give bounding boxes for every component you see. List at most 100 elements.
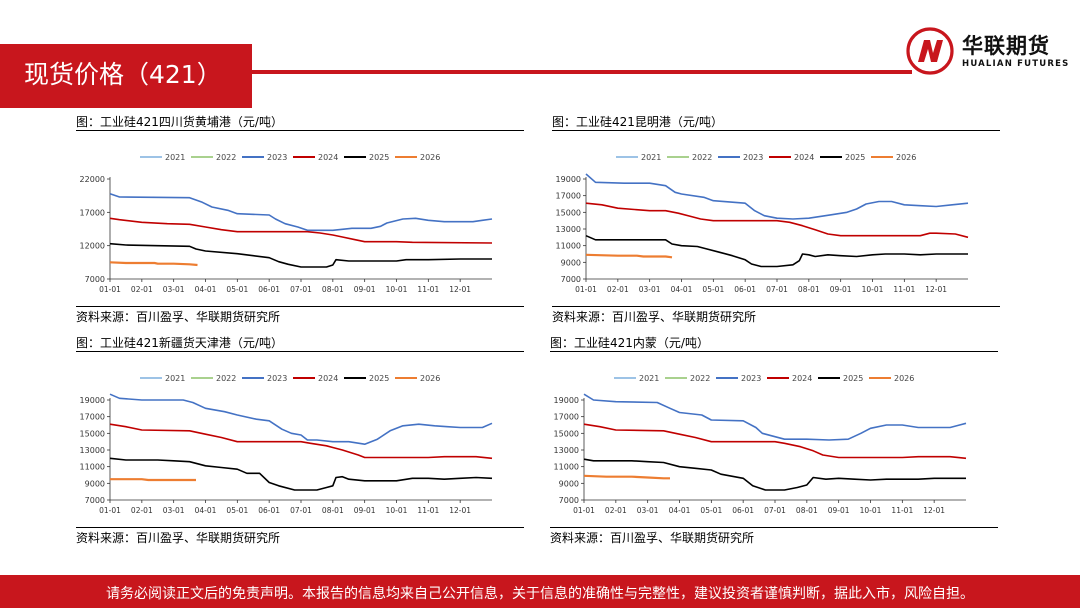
legend-label-2022: 2022	[216, 374, 236, 383]
series-line-2026	[109, 261, 198, 267]
legend-label-2026: 2026	[420, 153, 440, 162]
x-tick-label: 03-01	[163, 285, 185, 294]
chart-title: 图：工业硅421新疆货天津港（元/吨）	[76, 336, 283, 350]
series-line-2023	[109, 192, 493, 232]
title-underline	[550, 351, 998, 352]
x-tick-label: 12-01	[925, 285, 947, 294]
line-chart: 2021 2022 2023 2024 2025 2026 7000 9000 11000 130…	[80, 374, 493, 515]
y-tick-label: 11000	[556, 242, 581, 251]
y-tick-label: 13000	[554, 446, 579, 455]
chart-source: 资料来源：百川盈孚、华联期货研究所	[552, 310, 757, 324]
source-rule	[76, 306, 524, 307]
x-tick-label: 03-01	[639, 285, 661, 294]
x-tick-label: 01-01	[99, 506, 121, 515]
legend-label-2026: 2026	[896, 153, 916, 162]
line-chart: 2021 2022 2023 2024 2025 2026 7000 9000 11000 130…	[554, 374, 967, 515]
series-line-2023	[585, 173, 969, 220]
x-tick-label: 06-01	[732, 506, 754, 515]
legend-label-2025: 2025	[369, 374, 389, 383]
x-tick-label: 11-01	[417, 506, 439, 515]
x-tick-label: 07-01	[766, 285, 788, 294]
title-rule	[252, 70, 912, 74]
x-tick-label: 07-01	[290, 506, 312, 515]
x-tick-label: 11-01	[893, 285, 915, 294]
page-title: 现货价格（421）	[24, 60, 222, 89]
legend-label-2021: 2021	[165, 153, 185, 162]
y-tick-label: 9000	[85, 479, 105, 488]
y-tick-label: 7000	[85, 275, 105, 284]
y-tick-label: 11000	[80, 463, 105, 472]
y-tick-label: 9000	[559, 479, 579, 488]
line-chart: 2021 2022 2023 2024 2025 2026 7000 9000 11000 130…	[556, 153, 969, 294]
series-line-2025	[585, 234, 968, 268]
x-tick-label: 02-01	[605, 506, 627, 515]
x-tick-label: 10-01	[860, 506, 882, 515]
legend-label-2025: 2025	[845, 153, 865, 162]
footer-bar: 请务必阅读正文后的免责声明。本报告的信息均来自己公开信息，关于信息的准确性与完整…	[0, 575, 1080, 608]
legend-label-2022: 2022	[690, 374, 710, 383]
chart-panel-2: 图：工业硅421昆明港（元/吨） 2021 2022 2023 2024 2025 202…	[552, 115, 1000, 325]
legend-label-2024: 2024	[794, 153, 814, 162]
legend-label-2026: 2026	[420, 374, 440, 383]
legend-label-2022: 2022	[692, 153, 712, 162]
x-tick-label: 09-01	[830, 285, 852, 294]
x-tick-label: 01-01	[573, 506, 595, 515]
x-tick-label: 12-01	[923, 506, 945, 515]
legend-label-2021: 2021	[639, 374, 659, 383]
legend-label-2023: 2023	[743, 153, 763, 162]
series-line-2023	[583, 393, 967, 441]
series-line-2024	[583, 423, 967, 460]
title-underline	[76, 130, 524, 131]
chart-title: 图：工业硅421内蒙（元/吨）	[550, 336, 709, 350]
x-tick-label: 10-01	[862, 285, 884, 294]
x-tick-label: 07-01	[290, 285, 312, 294]
y-tick-label: 13000	[556, 225, 581, 234]
x-tick-label: 03-01	[637, 506, 659, 515]
legend-label-2023: 2023	[267, 374, 287, 383]
series-line-2025	[109, 242, 492, 268]
chart-source: 资料来源：百川盈孚、华联期货研究所	[76, 310, 281, 324]
x-tick-label: 07-01	[764, 506, 786, 515]
x-tick-label: 04-01	[671, 285, 693, 294]
series-line-2024	[109, 423, 493, 460]
legend-label-2022: 2022	[216, 153, 236, 162]
x-tick-label: 11-01	[891, 506, 913, 515]
x-tick-label: 06-01	[734, 285, 756, 294]
y-tick-label: 17000	[80, 208, 105, 217]
x-tick-label: 01-01	[575, 285, 597, 294]
title-underline	[552, 130, 1000, 131]
series-line-2026	[585, 253, 673, 259]
x-tick-label: 10-01	[386, 506, 408, 515]
source-rule	[552, 306, 1000, 307]
x-tick-label: 08-01	[796, 506, 818, 515]
x-tick-label: 01-01	[99, 285, 121, 294]
legend-label-2021: 2021	[165, 374, 185, 383]
x-tick-label: 03-01	[163, 506, 185, 515]
x-tick-label: 08-01	[322, 285, 344, 294]
hualian-logo-icon	[906, 27, 954, 75]
y-tick-label: 11000	[554, 463, 579, 472]
y-tick-label: 19000	[554, 396, 579, 405]
x-tick-label: 09-01	[354, 285, 376, 294]
chart-panel-4: 图：工业硅421内蒙（元/吨） 2021 2022 2023 2024 2025 2026…	[550, 336, 998, 546]
y-tick-label: 15000	[556, 208, 581, 217]
y-tick-label: 12000	[80, 242, 105, 251]
brand-name-cn: 华联期货	[962, 34, 1050, 58]
legend-label-2023: 2023	[741, 374, 761, 383]
legend-label-2025: 2025	[369, 153, 389, 162]
legend-label-2024: 2024	[318, 374, 338, 383]
x-tick-label: 09-01	[828, 506, 850, 515]
series-line-2023	[109, 393, 493, 445]
y-tick-label: 19000	[556, 175, 581, 184]
x-tick-label: 02-01	[131, 506, 153, 515]
series-line-2026	[110, 478, 196, 482]
x-tick-label: 05-01	[226, 506, 248, 515]
title-underline	[76, 351, 524, 352]
chart-panel-3: 图：工业硅421新疆货天津港（元/吨） 2021 2022 2023 2024 2025…	[76, 336, 524, 546]
title-banner	[0, 44, 252, 108]
x-tick-label: 04-01	[195, 285, 217, 294]
series-line-2024	[109, 217, 493, 244]
y-tick-label: 7000	[85, 496, 105, 505]
legend-label-2023: 2023	[267, 153, 287, 162]
line-chart: 2021 2022 2023 2024 2025 2026 7000 12000 17000 22…	[80, 153, 493, 294]
